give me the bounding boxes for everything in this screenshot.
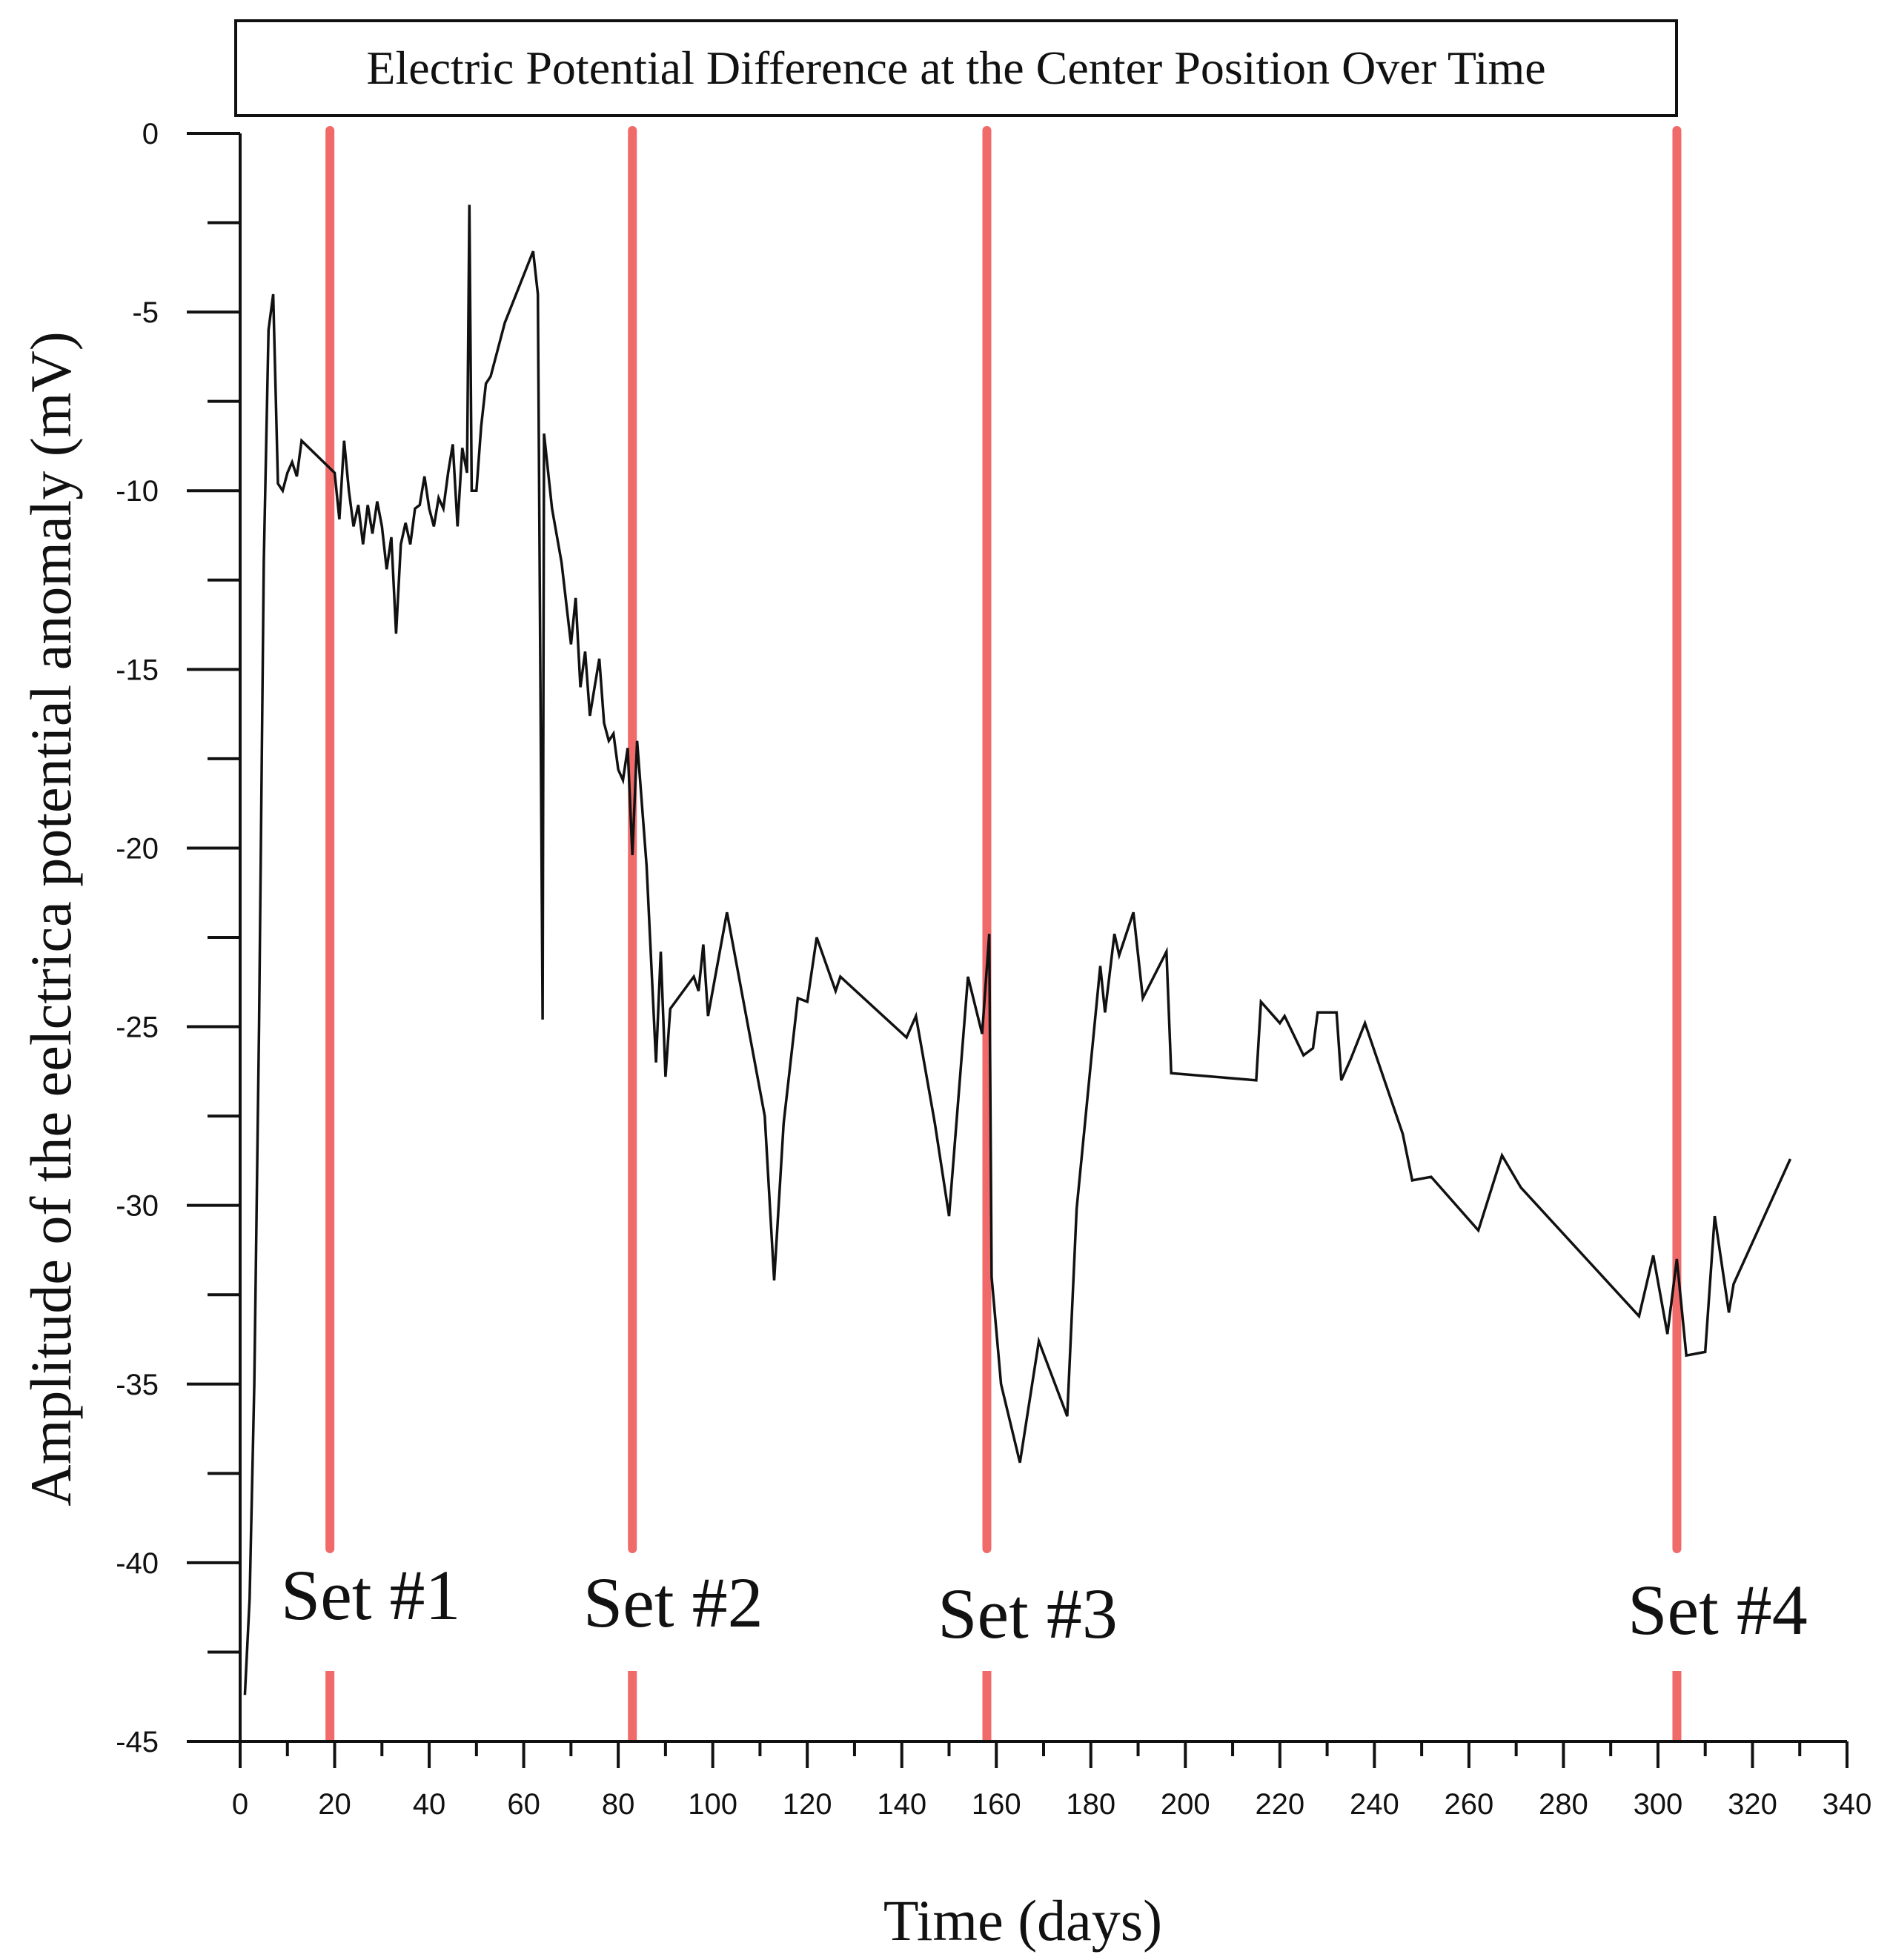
y-axis-label: Amplitude of the eelctrica potential ano… bbox=[19, 331, 83, 1506]
x-tick-label: 140 bbox=[877, 1788, 926, 1821]
x-tick-label: 40 bbox=[413, 1788, 446, 1821]
x-ticks: 0 20 40 60 80 100 120 140 160 180 200 220 240 260 280 3… bbox=[232, 1741, 1872, 1821]
x-tick-label: 200 bbox=[1161, 1788, 1210, 1821]
x-tick-label: 160 bbox=[972, 1788, 1021, 1821]
y-tick-label: -30 bbox=[116, 1190, 159, 1223]
y-ticks: 0 -5 -10 -15 -20 -25 -30 -35 -40 -45 bbox=[116, 118, 240, 1758]
set-marker-lines bbox=[325, 126, 1682, 1740]
series-line bbox=[243, 205, 1792, 1695]
x-tick-label: 220 bbox=[1255, 1788, 1304, 1821]
set-label: Set #3 bbox=[938, 1574, 1118, 1653]
series-layer bbox=[243, 205, 1792, 1695]
y-tick-label: -25 bbox=[116, 1011, 159, 1044]
set-label: Set #1 bbox=[281, 1555, 461, 1635]
y-tick-label: -45 bbox=[116, 1726, 159, 1758]
set-label: Set #4 bbox=[1628, 1570, 1808, 1650]
y-tick-label: -15 bbox=[116, 654, 159, 686]
chart-title: Electric Potential Difference at the Cen… bbox=[366, 41, 1545, 94]
x-tick-label: 180 bbox=[1066, 1788, 1115, 1821]
x-tick-label: 100 bbox=[688, 1788, 737, 1821]
x-tick-label: 260 bbox=[1445, 1788, 1494, 1821]
x-tick-label: 20 bbox=[318, 1788, 351, 1821]
x-tick-label: 120 bbox=[783, 1788, 832, 1821]
y-tick-label: -35 bbox=[116, 1369, 159, 1401]
y-tick-label: -40 bbox=[116, 1547, 159, 1580]
x-tick-label: 240 bbox=[1350, 1788, 1399, 1821]
x-tick-label: 320 bbox=[1728, 1788, 1777, 1821]
axes bbox=[239, 133, 1847, 1743]
x-tick-label: 0 bbox=[232, 1788, 248, 1821]
x-tick-label: 340 bbox=[1823, 1788, 1872, 1821]
chart-title-frame bbox=[234, 19, 1678, 117]
y-tick-label: -20 bbox=[116, 832, 159, 865]
x-tick-label: 80 bbox=[602, 1788, 635, 1821]
x-tick-label: 280 bbox=[1539, 1788, 1588, 1821]
x-axis-label: Time (days) bbox=[883, 1888, 1162, 1953]
set-label: Set #2 bbox=[583, 1563, 763, 1642]
x-tick-label: 300 bbox=[1634, 1788, 1683, 1821]
y-tick-label: -5 bbox=[132, 296, 159, 329]
y-tick-label: 0 bbox=[142, 118, 159, 150]
set-labels: Set #1 Set #2 Set #3 Set #4 bbox=[281, 1555, 1808, 1653]
x-tick-label: 60 bbox=[507, 1788, 540, 1821]
y-tick-label: -10 bbox=[116, 475, 159, 508]
chart-title-box: Electric Potential Difference at the Cen… bbox=[234, 19, 1678, 117]
plot-area: Set #1 Set #2 Set #3 Set #4 0 20 40 60 80 100 120… bbox=[116, 118, 1871, 1821]
